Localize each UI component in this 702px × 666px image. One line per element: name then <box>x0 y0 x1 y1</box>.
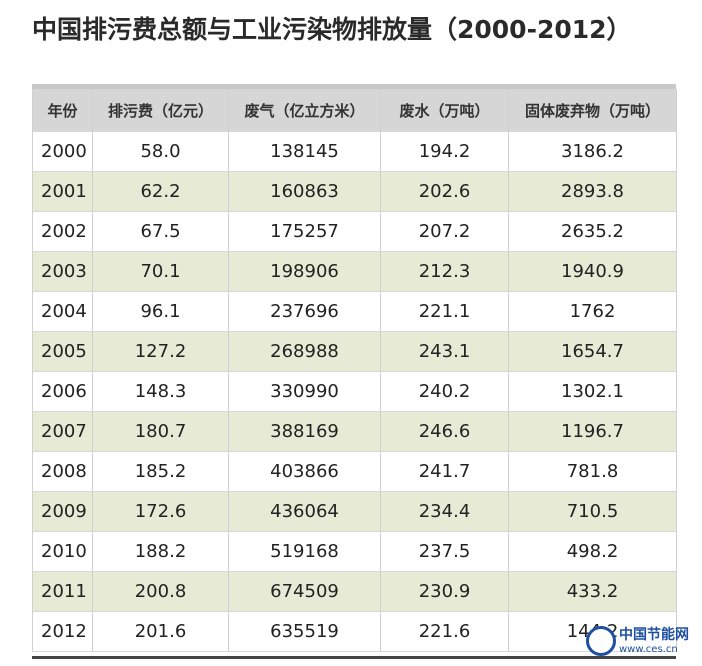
value-cell: 1196.7 <box>508 411 677 452</box>
value-cell: 710.5 <box>508 491 677 532</box>
value-cell: 2893.8 <box>508 171 677 212</box>
value-cell: 160863 <box>228 171 381 212</box>
header-cell: 年份 <box>32 89 93 132</box>
value-cell: 70.1 <box>92 251 229 292</box>
value-cell: 1654.7 <box>508 331 677 372</box>
value-cell: 436064 <box>228 491 381 532</box>
table-row: 2003 70.1 198906 212.3 1940.9 <box>32 251 677 292</box>
table-row: 2010 188.2 519168 237.5 498.2 <box>32 531 677 572</box>
table-row: 2006 148.3 330990 240.2 1302.1 <box>32 371 677 412</box>
watermark: 中国节能网 www.ces.cn <box>586 622 696 662</box>
value-cell: 240.2 <box>380 371 509 412</box>
value-cell: 241.7 <box>380 451 509 492</box>
value-cell: 230.9 <box>380 571 509 612</box>
value-cell: 221.1 <box>380 291 509 332</box>
value-cell: 635519 <box>228 611 381 652</box>
value-cell: 2635.2 <box>508 211 677 252</box>
value-cell: 198906 <box>228 251 381 292</box>
value-cell: 268988 <box>228 331 381 372</box>
year-cell: 2003 <box>32 251 93 292</box>
top-rule <box>32 84 676 89</box>
value-cell: 67.5 <box>92 211 229 252</box>
header-cell: 排污费（亿元） <box>92 89 229 132</box>
value-cell: 498.2 <box>508 531 677 572</box>
value-cell: 243.1 <box>380 331 509 372</box>
value-cell: 519168 <box>228 531 381 572</box>
value-cell: 330990 <box>228 371 381 412</box>
table-row: 2007 180.7 388169 246.6 1196.7 <box>32 411 677 452</box>
value-cell: 138145 <box>228 131 381 172</box>
table-body: 2000 58.0 138145 194.2 3186.2 2001 62.2 160863 2… <box>32 131 677 652</box>
header-cell: 固体废弃物（万吨） <box>508 89 677 132</box>
value-cell: 781.8 <box>508 451 677 492</box>
value-cell: 194.2 <box>380 131 509 172</box>
value-cell: 1302.1 <box>508 371 677 412</box>
table: 年份 排污费（亿元） 废气（亿立方米） 废水（万吨） 固体废弃物（万吨） 2000 58.… <box>32 89 677 652</box>
value-cell: 234.4 <box>380 491 509 532</box>
table-row: 2001 62.2 160863 202.6 2893.8 <box>32 171 677 212</box>
value-cell: 62.2 <box>92 171 229 212</box>
table-row: 2002 67.5 175257 207.2 2635.2 <box>32 211 677 252</box>
value-cell: 433.2 <box>508 571 677 612</box>
year-cell: 2011 <box>32 571 93 612</box>
header-cell: 废气（亿立方米） <box>228 89 381 132</box>
table-row: 2004 96.1 237696 221.1 1762 <box>32 291 677 332</box>
value-cell: 175257 <box>228 211 381 252</box>
value-cell: 221.6 <box>380 611 509 652</box>
value-cell: 202.6 <box>380 171 509 212</box>
value-cell: 3186.2 <box>508 131 677 172</box>
value-cell: 58.0 <box>92 131 229 172</box>
header-row: 年份 排污费（亿元） 废气（亿立方米） 废水（万吨） 固体废弃物（万吨） <box>32 89 677 132</box>
value-cell: 1940.9 <box>508 251 677 292</box>
value-cell: 201.6 <box>92 611 229 652</box>
year-cell: 2009 <box>32 491 93 532</box>
header-cell: 废水（万吨） <box>380 89 509 132</box>
bottom-rule <box>32 656 676 659</box>
table-row: 2008 185.2 403866 241.7 781.8 <box>32 451 677 492</box>
value-cell: 127.2 <box>92 331 229 372</box>
year-cell: 2010 <box>32 531 93 572</box>
year-cell: 2012 <box>32 611 93 652</box>
table-row: 2009 172.6 436064 234.4 710.5 <box>32 491 677 532</box>
value-cell: 172.6 <box>92 491 229 532</box>
value-cell: 212.3 <box>380 251 509 292</box>
year-cell: 2007 <box>32 411 93 452</box>
watermark-url: www.ces.cn <box>619 644 678 655</box>
watermark-name: 中国节能网 <box>619 627 689 643</box>
table-row: 2005 127.2 268988 243.1 1654.7 <box>32 331 677 372</box>
value-cell: 388169 <box>228 411 381 452</box>
value-cell: 674509 <box>228 571 381 612</box>
value-cell: 237.5 <box>380 531 509 572</box>
value-cell: 185.2 <box>92 451 229 492</box>
year-cell: 2005 <box>32 331 93 372</box>
value-cell: 200.8 <box>92 571 229 612</box>
value-cell: 148.3 <box>92 371 229 412</box>
value-cell: 188.2 <box>92 531 229 572</box>
value-cell: 180.7 <box>92 411 229 452</box>
year-cell: 2006 <box>32 371 93 412</box>
value-cell: 403866 <box>228 451 381 492</box>
value-cell: 246.6 <box>380 411 509 452</box>
year-cell: 2008 <box>32 451 93 492</box>
table-row: 2011 200.8 674509 230.9 433.2 <box>32 571 677 612</box>
year-cell: 2000 <box>32 131 93 172</box>
table-row: 2000 58.0 138145 194.2 3186.2 <box>32 131 677 172</box>
year-cell: 2004 <box>32 291 93 332</box>
value-cell: 1762 <box>508 291 677 332</box>
value-cell: 96.1 <box>92 291 229 332</box>
year-cell: 2001 <box>32 171 93 212</box>
year-cell: 2002 <box>32 211 93 252</box>
watermark-logo <box>586 626 616 656</box>
value-cell: 207.2 <box>380 211 509 252</box>
value-cell: 237696 <box>228 291 381 332</box>
title: 中国排污费总额与工业污染物排放量（2000-2012） <box>32 15 632 44</box>
